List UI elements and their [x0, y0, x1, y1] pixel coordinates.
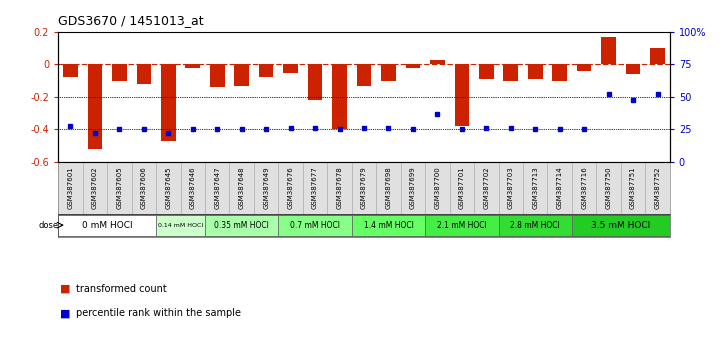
Text: GSM387649: GSM387649: [263, 166, 269, 209]
Bar: [58, 162, 83, 214]
Bar: [328, 162, 352, 214]
Bar: [186, 64, 200, 68]
Bar: [425, 215, 499, 236]
Bar: [83, 162, 107, 214]
Text: percentile rank within the sample: percentile rank within the sample: [76, 308, 242, 318]
Text: 0.35 mM HOCl: 0.35 mM HOCl: [214, 221, 269, 230]
Bar: [650, 48, 665, 64]
Text: GSM387700: GSM387700: [435, 166, 440, 209]
Bar: [63, 64, 78, 78]
Bar: [308, 64, 323, 100]
Bar: [547, 162, 572, 214]
Text: 2.1 mM HOCl: 2.1 mM HOCl: [437, 221, 487, 230]
Text: GSM387647: GSM387647: [214, 166, 221, 209]
Bar: [332, 64, 347, 130]
Bar: [553, 64, 567, 81]
Text: ■: ■: [60, 284, 71, 293]
Text: GSM387698: GSM387698: [385, 166, 392, 209]
Text: GSM387606: GSM387606: [141, 166, 147, 209]
Bar: [229, 162, 254, 214]
Bar: [626, 64, 641, 74]
Bar: [357, 64, 371, 86]
Bar: [400, 162, 425, 214]
Bar: [528, 64, 542, 79]
Text: 0 mM HOCl: 0 mM HOCl: [82, 221, 132, 230]
Bar: [132, 162, 156, 214]
Text: ■: ■: [60, 308, 71, 318]
Text: GSM387602: GSM387602: [92, 166, 98, 209]
Bar: [425, 162, 450, 214]
Text: GSM387750: GSM387750: [606, 166, 612, 209]
Bar: [58, 215, 156, 236]
Text: GSM387605: GSM387605: [116, 166, 122, 209]
Bar: [352, 162, 376, 214]
Bar: [259, 64, 274, 78]
Text: GSM387716: GSM387716: [581, 166, 587, 209]
Text: GSM387678: GSM387678: [336, 166, 343, 209]
Bar: [523, 162, 547, 214]
Bar: [479, 64, 494, 79]
Bar: [87, 64, 102, 149]
Text: GSM387752: GSM387752: [654, 166, 660, 209]
Bar: [137, 64, 151, 84]
Text: GSM387701: GSM387701: [459, 166, 465, 209]
Text: 2.8 mM HOCl: 2.8 mM HOCl: [510, 221, 560, 230]
Bar: [352, 215, 425, 236]
Text: GSM387676: GSM387676: [288, 166, 293, 209]
Bar: [181, 162, 205, 214]
Text: GDS3670 / 1451013_at: GDS3670 / 1451013_at: [58, 13, 204, 27]
Text: GSM387703: GSM387703: [507, 166, 514, 209]
Text: GSM387702: GSM387702: [483, 166, 489, 209]
Bar: [210, 64, 224, 87]
Bar: [112, 64, 127, 81]
Text: GSM387677: GSM387677: [312, 166, 318, 209]
Bar: [283, 64, 298, 73]
Text: 1.4 mM HOCl: 1.4 mM HOCl: [363, 221, 414, 230]
Text: 0.7 mM HOCl: 0.7 mM HOCl: [290, 221, 340, 230]
Bar: [376, 162, 400, 214]
Text: GSM387645: GSM387645: [165, 166, 171, 209]
Bar: [577, 64, 591, 71]
Bar: [161, 64, 175, 141]
Bar: [254, 162, 278, 214]
Bar: [621, 162, 645, 214]
Bar: [278, 215, 352, 236]
Text: GSM387648: GSM387648: [239, 166, 245, 209]
Bar: [107, 162, 132, 214]
Text: dose: dose: [38, 221, 58, 230]
Text: GSM387751: GSM387751: [630, 166, 636, 209]
Bar: [450, 162, 474, 214]
Bar: [504, 64, 518, 81]
Bar: [645, 162, 670, 214]
Bar: [499, 162, 523, 214]
Bar: [156, 162, 181, 214]
Text: transformed count: transformed count: [76, 284, 167, 293]
Bar: [499, 215, 572, 236]
Bar: [381, 64, 396, 81]
Bar: [596, 162, 621, 214]
Bar: [234, 64, 249, 86]
Text: GSM387679: GSM387679: [361, 166, 367, 209]
Bar: [405, 64, 420, 68]
Bar: [278, 162, 303, 214]
Text: GSM387646: GSM387646: [190, 166, 196, 209]
Bar: [430, 59, 445, 64]
Text: 3.5 mM HOCl: 3.5 mM HOCl: [591, 221, 650, 230]
Bar: [205, 162, 229, 214]
Text: GSM387699: GSM387699: [410, 166, 416, 209]
Bar: [572, 162, 596, 214]
Bar: [303, 162, 328, 214]
Text: GSM387714: GSM387714: [557, 166, 563, 209]
Text: 0.14 mM HOCl: 0.14 mM HOCl: [158, 223, 203, 228]
Text: GSM387601: GSM387601: [68, 166, 74, 209]
Bar: [205, 215, 278, 236]
Bar: [454, 64, 469, 126]
Bar: [601, 37, 616, 64]
Text: GSM387713: GSM387713: [532, 166, 538, 209]
Bar: [474, 162, 499, 214]
Bar: [572, 215, 670, 236]
Bar: [156, 215, 205, 236]
